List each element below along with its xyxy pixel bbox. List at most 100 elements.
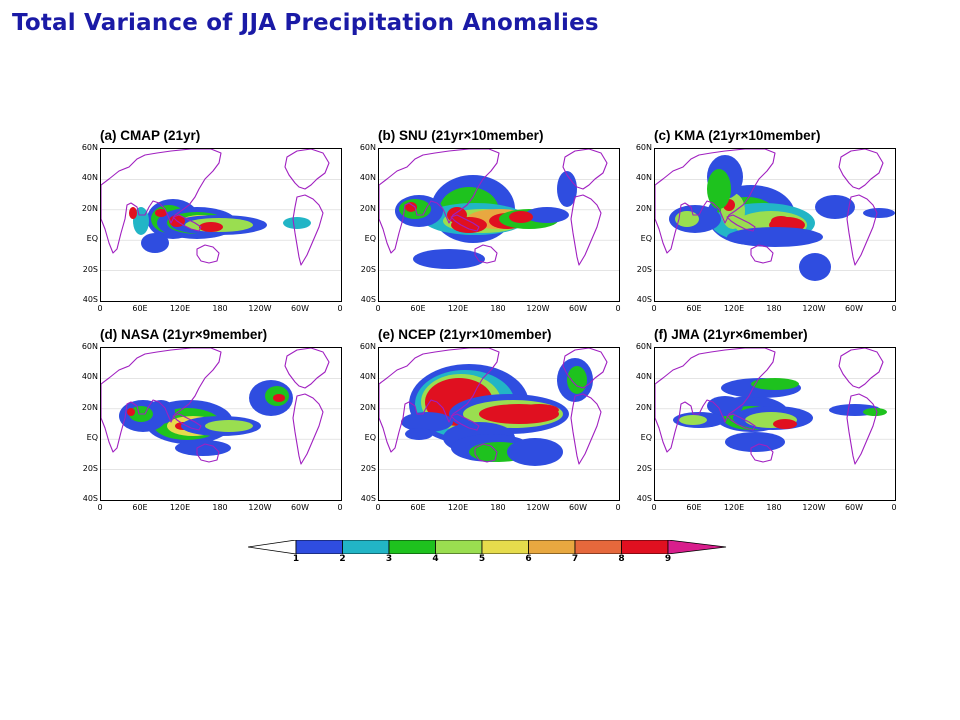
latitude-tick-label: 40N: [635, 173, 652, 183]
latitude-tick-label: 60N: [635, 143, 652, 152]
colorbar-level-label: 8: [618, 554, 625, 564]
coastline: [172, 214, 202, 232]
variance-contour: [799, 253, 831, 281]
map-canvas: [655, 348, 895, 470]
coastline: [172, 413, 202, 431]
colorbar: 1 2 3 4 5 6 7 8 9: [247, 539, 728, 576]
panel-title: (e) NCEP (21yr×10member): [378, 327, 552, 342]
map-panel: (f) JMA (21yr×6member) 60N 40N 20N EQ 20S 40S 0…: [636, 327, 916, 522]
colorbar-swatch: [295, 539, 343, 555]
longitude-tick-label: 0: [615, 304, 621, 313]
colorbar-level-label: 5: [478, 554, 486, 564]
map-canvas: [379, 348, 619, 470]
longitude-tick-label: 180: [490, 503, 506, 512]
variance-contour: [727, 227, 823, 247]
map-panel: (a) CMAP (21yr) 60N 40N 20N EQ 20S 40S 0 60E 120E…: [82, 128, 362, 323]
variance-contour: [129, 207, 137, 219]
coastline: [292, 194, 324, 266]
latitude-tick-label: EQ: [640, 433, 652, 443]
longitude-tick-label: 120W: [526, 304, 550, 313]
longitude-tick-label: 120W: [248, 503, 272, 512]
precip-variance-map: [378, 148, 620, 302]
coastline: [726, 214, 756, 232]
longitude-tick-label: 0: [891, 503, 897, 512]
coastline: [750, 244, 774, 264]
longitude-tick-label: 0: [337, 304, 343, 313]
variance-contour: [557, 171, 577, 207]
longitude-tick-label: 60W: [290, 304, 310, 313]
longitude-tick-label: 180: [766, 304, 782, 313]
longitude-tick-label: 180: [766, 503, 782, 512]
latitude-tick-label: 20S: [360, 264, 376, 274]
panel-title: (a) CMAP (21yr): [100, 128, 201, 143]
latitude-tick-label: EQ: [640, 234, 652, 244]
variance-contour: [771, 216, 791, 226]
variance-contour: [141, 233, 169, 253]
colorbar-level-label: 9: [664, 554, 672, 564]
precip-variance-map: [654, 148, 896, 302]
variance-contour: [751, 378, 799, 390]
longitude-tick-label: 120W: [802, 503, 826, 512]
longitude-tick-label: 0: [97, 304, 103, 313]
longitude-tick-label: 0: [375, 304, 381, 313]
longitude-tick-label: 120W: [802, 304, 826, 313]
map-panel: (d) NASA (21yr×9member) 60N 40N 20N EQ 20S 40S…: [82, 327, 362, 522]
longitude-tick-label: 0: [891, 304, 897, 313]
map-panel: (b) SNU (21yr×10member) 60N 40N 20N EQ 20S 40S…: [360, 128, 640, 323]
latitude-tick-label: EQ: [86, 433, 98, 443]
latitude-tick-label: 60N: [81, 342, 98, 351]
coastline: [450, 214, 480, 232]
longitude-tick-label: 120E: [447, 503, 469, 512]
coastline: [284, 149, 330, 190]
variance-contour: [815, 195, 855, 219]
longitude-tick-label: 120E: [169, 304, 191, 313]
variance-contour: [199, 222, 223, 232]
panel-title: (b) SNU (21yr×10member): [378, 128, 544, 143]
longitude-tick-label: 120W: [526, 503, 550, 512]
longitude-tick-label: 60E: [132, 503, 148, 512]
longitude-tick-label: 60E: [410, 304, 426, 313]
longitude-tick-label: 0: [337, 503, 343, 512]
longitude-tick-label: 60E: [686, 503, 702, 512]
variance-contour: [863, 208, 895, 218]
longitude-tick-label: 0: [97, 503, 103, 512]
coastline: [379, 149, 500, 254]
variance-contour: [679, 415, 707, 425]
coastline: [655, 348, 776, 453]
longitude-tick-label: 0: [375, 503, 381, 512]
map-panel: (c) KMA (21yr×10member) 60N 40N 20N EQ 20S 40S…: [636, 128, 916, 323]
colorbar-swatch: [342, 539, 390, 555]
variance-contour: [283, 217, 311, 229]
longitude-tick-label: 120E: [447, 304, 469, 313]
variance-contour: [413, 249, 485, 269]
colorbar-swatch: [388, 539, 436, 555]
coastline: [284, 348, 330, 389]
colorbar-swatch: [574, 539, 622, 555]
coastline: [838, 348, 884, 389]
variance-contour: [127, 408, 135, 416]
coastline: [846, 393, 878, 465]
coastline: [196, 443, 220, 463]
coastline: [570, 393, 602, 465]
colorbar-level-label: 2: [339, 554, 346, 564]
latitude-tick-label: 20N: [81, 402, 98, 412]
colorbar-level-label: 3: [385, 554, 393, 564]
latitude-tick-label: 40N: [81, 173, 98, 183]
map-canvas: [101, 149, 341, 271]
colorbar-swatch: [621, 539, 669, 555]
latitude-tick-label: 20N: [81, 203, 98, 213]
latitude-tick-label: 40N: [359, 173, 376, 183]
latitude-tick-label: 20N: [359, 402, 376, 412]
variance-contour: [273, 394, 285, 402]
coastline: [379, 348, 500, 453]
latitude-tick-label: 40N: [359, 372, 376, 382]
panel-title: (c) KMA (21yr×10member): [654, 128, 821, 143]
latitude-tick-label: EQ: [86, 234, 98, 244]
panel-title: (d) NASA (21yr×9member): [100, 327, 268, 342]
variance-contour: [401, 412, 453, 432]
map-canvas: [101, 348, 341, 470]
coastline: [196, 244, 220, 264]
longitude-tick-label: 120E: [169, 503, 191, 512]
coastline: [450, 413, 480, 431]
colorbar-level-label: 7: [571, 554, 579, 564]
